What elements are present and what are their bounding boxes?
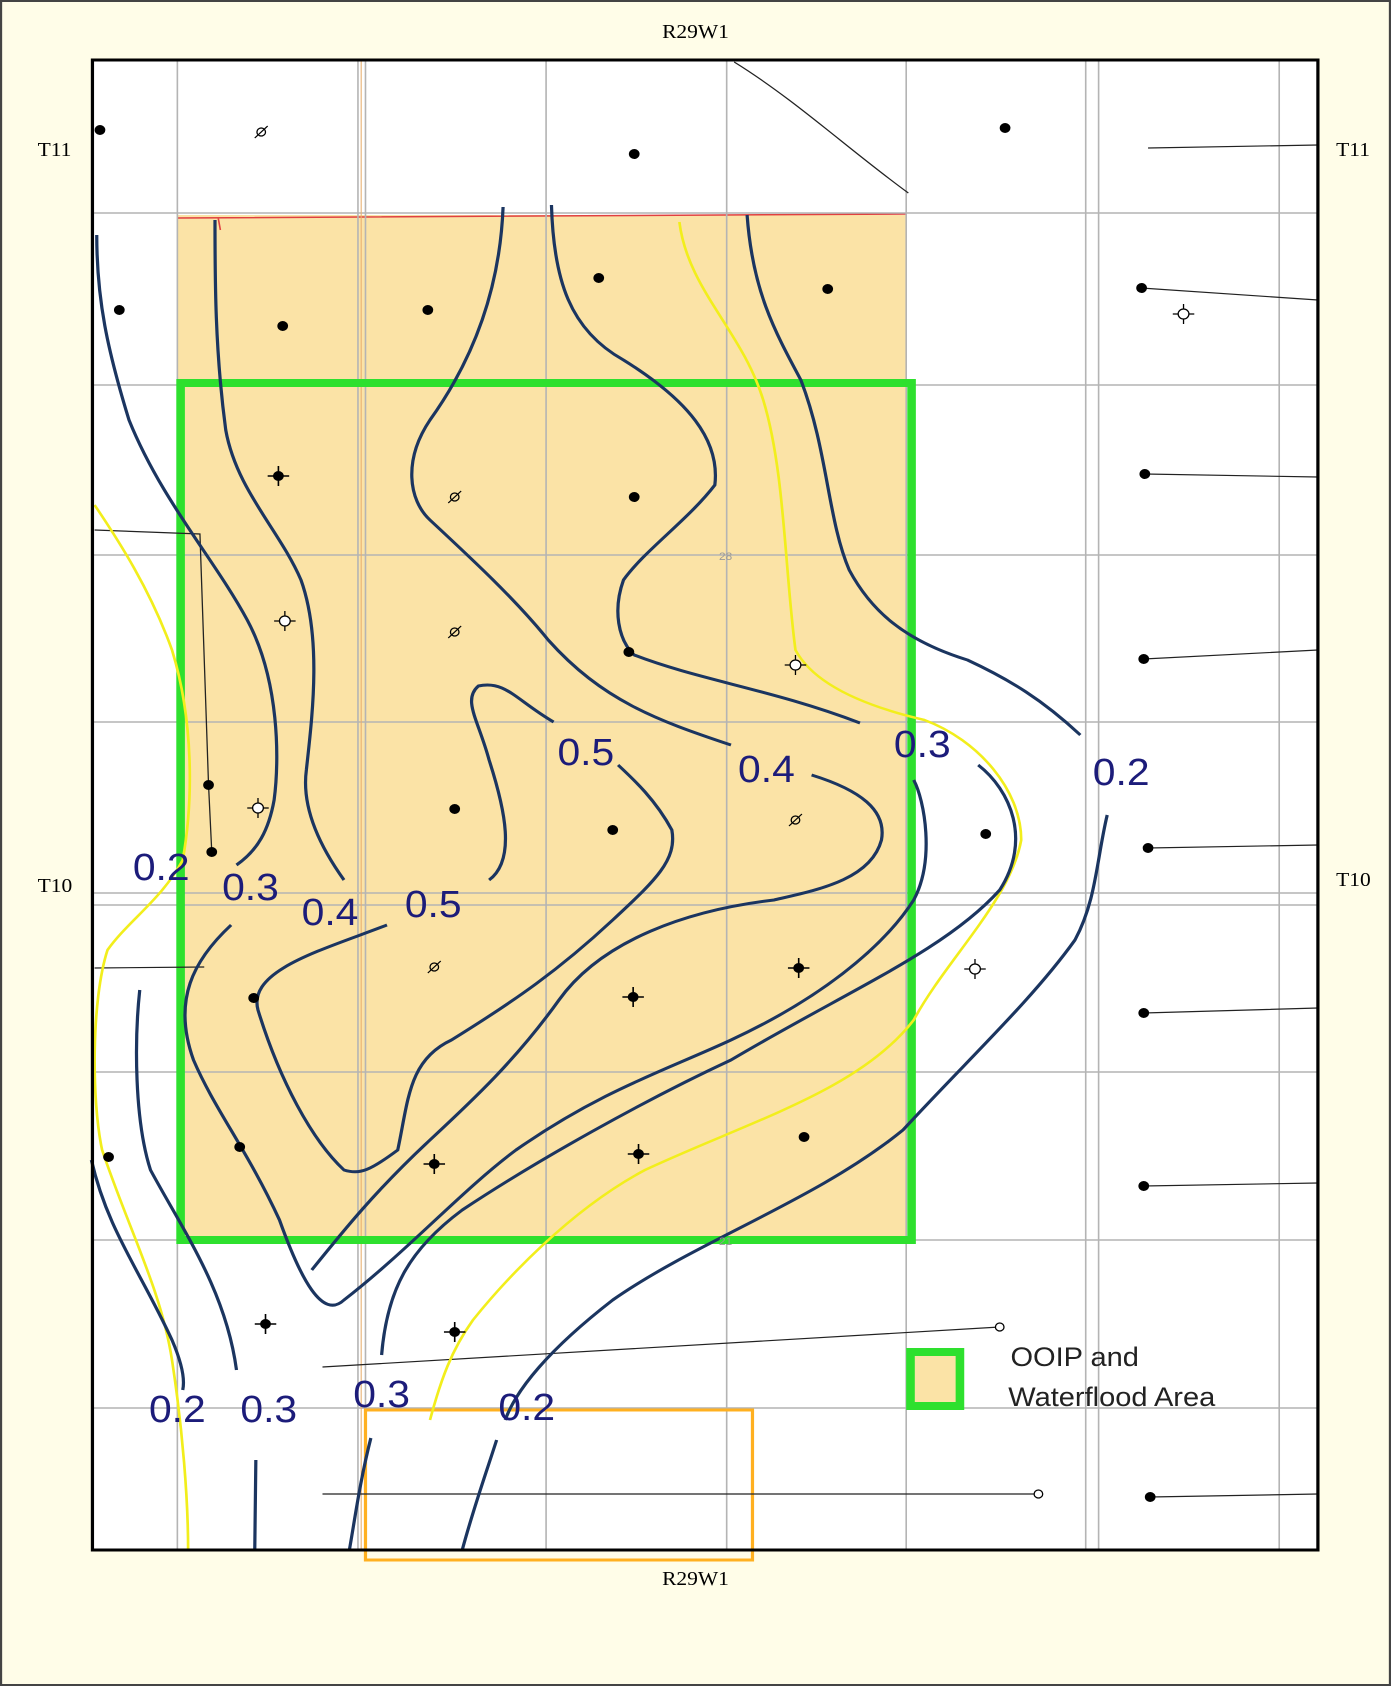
well — [422, 305, 434, 315]
well — [449, 804, 461, 814]
lease-outline — [363, 1408, 755, 1562]
injector-well — [443, 1322, 466, 1342]
location — [994, 1322, 1005, 1332]
injector-well — [787, 958, 810, 978]
well — [234, 1142, 246, 1152]
section-number: 28 — [719, 551, 732, 563]
location — [1033, 1489, 1044, 1499]
dry-well — [278, 615, 291, 627]
dry-well — [247, 798, 269, 818]
well — [203, 780, 214, 790]
township-label: T10 — [38, 876, 73, 897]
dry-well — [1177, 308, 1190, 320]
abandoned-well — [449, 627, 460, 637]
dry-well — [1172, 304, 1195, 324]
contour-label: 0.5 — [557, 731, 614, 773]
well — [103, 1152, 114, 1162]
range-label: R29W1 — [662, 22, 729, 43]
abandoned-well — [447, 490, 462, 504]
well — [607, 825, 619, 835]
legend-swatch — [906, 1348, 965, 1410]
well — [628, 149, 640, 159]
contour-label: 0.2 — [149, 1388, 206, 1430]
dry-well — [251, 802, 265, 814]
dry-well — [274, 611, 296, 631]
well — [980, 829, 992, 839]
well — [1138, 654, 1150, 664]
abandoned-well — [254, 125, 269, 139]
township-label: T11 — [1336, 140, 1370, 161]
section-number: 21 — [719, 1236, 732, 1248]
range-label: R29W1 — [662, 1569, 729, 1590]
contour-label: 0.3 — [222, 866, 279, 908]
dry-well — [964, 959, 986, 979]
well — [1142, 843, 1154, 853]
well — [593, 273, 605, 283]
injector-well — [267, 466, 290, 486]
contour-label: 0.2 — [133, 846, 190, 888]
waterflood-outline — [176, 379, 916, 1244]
township-label: T10 — [1336, 870, 1371, 891]
well-paths — [94, 61, 1318, 1498]
well — [277, 321, 289, 331]
contour-label: 0.3 — [894, 723, 951, 765]
abandoned-well — [788, 813, 803, 827]
well — [623, 647, 635, 657]
dry-well — [789, 659, 802, 671]
abandoned-well — [449, 492, 460, 502]
well — [1139, 469, 1151, 479]
well — [113, 305, 125, 315]
dry-well — [968, 963, 982, 975]
abandoned-well — [447, 625, 462, 639]
contours — [89, 204, 1109, 1551]
contour-label: 0.3 — [353, 1373, 410, 1415]
well — [1138, 1008, 1150, 1018]
lease-line — [177, 213, 907, 231]
injector-well — [423, 1154, 446, 1174]
wells — [94, 123, 1195, 1502]
legend-text: Waterflood Area — [1008, 1382, 1215, 1412]
abandoned-well — [256, 127, 267, 137]
abandoned-well — [427, 960, 442, 974]
well — [999, 123, 1011, 133]
legend-text: OOIP and — [1010, 1342, 1138, 1372]
well — [1144, 1492, 1156, 1502]
injector-well — [622, 987, 644, 1007]
well — [628, 492, 640, 502]
well — [798, 1132, 810, 1142]
well — [1138, 1181, 1150, 1191]
contour-label: 0.2 — [498, 1386, 555, 1428]
well — [94, 125, 106, 135]
contour-label: 0.2 — [1093, 751, 1150, 793]
contour-label: 0.4 — [738, 748, 795, 790]
abandoned-well — [790, 815, 801, 825]
township-label: T11 — [38, 140, 72, 161]
well — [822, 284, 834, 294]
dry-well — [784, 655, 807, 675]
injector-well — [627, 1144, 650, 1164]
contour-label: 0.3 — [240, 1388, 297, 1430]
injector-well — [254, 1314, 277, 1334]
contour-label: 0.5 — [405, 883, 462, 925]
map-frame — [90, 58, 1320, 1552]
well — [1136, 283, 1147, 293]
well — [248, 993, 260, 1003]
abandoned-well — [429, 962, 440, 972]
well — [206, 847, 218, 857]
contour-label: 0.4 — [302, 891, 359, 933]
